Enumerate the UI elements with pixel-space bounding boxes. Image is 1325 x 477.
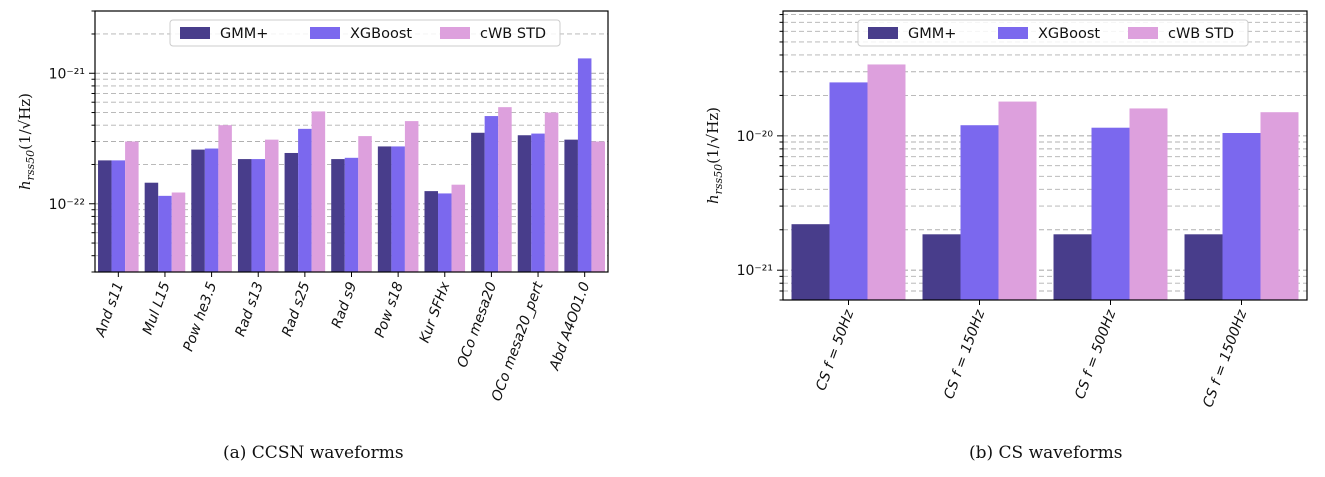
bar-xgboost-0	[111, 160, 126, 272]
bar-xgboost-10	[577, 58, 592, 272]
x-tick-label: Pow he3.5	[180, 280, 220, 354]
bar-gmm--4	[284, 152, 299, 272]
x-tick-label: And s11	[92, 280, 127, 340]
figure-caption: (b) CS waveforms	[969, 443, 1122, 463]
bar-cwb-std-3	[1260, 112, 1299, 300]
bar-xgboost-9	[531, 133, 545, 272]
legend-swatch	[998, 27, 1028, 39]
bar-gmm--3	[237, 159, 252, 272]
legend-label: XGBoost	[1038, 26, 1100, 42]
bar-xgboost-4	[298, 128, 312, 272]
bar-cwb-std-2	[218, 125, 232, 272]
figure-caption: (a) CCSN waveforms	[223, 443, 404, 463]
legend: GMM+ XGBoost cWB STD	[857, 19, 1249, 47]
x-tick-label: Rad s9	[329, 280, 360, 331]
y-axis-label: hrss50(1/√Hz)	[704, 107, 725, 204]
x-tick-label: CS f = 50Hz	[813, 307, 857, 393]
bar-gmm--10	[564, 139, 578, 272]
x-tick-label: Rad s25	[279, 280, 313, 339]
bar-cwb-std-9	[544, 112, 559, 272]
y-tick-label: 10⁻²¹	[737, 263, 773, 279]
bar-gmm--9	[517, 135, 532, 272]
bar-xgboost-1	[158, 195, 172, 272]
y-axis-label: hrss50(1/√Hz)	[16, 93, 37, 190]
bar-xgboost-8	[484, 116, 499, 273]
legend-swatch	[310, 27, 340, 39]
bar-cwb-std-4	[311, 111, 326, 272]
bar-gmm--0	[98, 160, 112, 272]
legend-swatch	[180, 27, 210, 39]
x-tick-label: Kur SFHx	[417, 279, 454, 345]
x-tick-label: Pow s18	[372, 280, 407, 340]
bar-cwb-std-10	[591, 141, 605, 272]
bar-gmm--8	[471, 132, 485, 272]
bar-gmm--2	[1053, 234, 1092, 300]
x-tick-label: CS f = 500Hz	[1072, 307, 1119, 401]
legend-box	[857, 19, 1249, 47]
bar-xgboost-5	[344, 157, 359, 272]
y-tick-label: 10⁻²⁰	[737, 129, 774, 145]
legend-label: XGBoost	[350, 26, 412, 42]
x-tick-label: OCo mesa20	[454, 280, 500, 370]
legend-label: cWB STD	[1168, 26, 1234, 42]
bar-gmm--6	[377, 146, 392, 272]
bar-gmm--1	[922, 234, 961, 300]
x-tick-label: OCo mesa20_pert	[489, 279, 547, 403]
y-tick-label: 10⁻²¹	[49, 66, 85, 82]
chart-panel-1: 10⁻²¹ 10⁻²⁰ CS f = 50Hz CS f = 150Hz CS f = …	[704, 10, 1308, 463]
x-tick-label: CS f = 150Hz	[941, 307, 988, 401]
bar-cwb-std-0	[125, 141, 139, 272]
legend-box	[169, 19, 561, 47]
bar-xgboost-1	[960, 125, 999, 300]
legend-label: cWB STD	[480, 26, 546, 42]
x-tick-label: Mul L15	[140, 280, 174, 337]
legend-label: GMM+	[908, 26, 956, 42]
bar-xgboost-7	[438, 193, 452, 272]
bar-xgboost-6	[391, 146, 405, 272]
bar-xgboost-2	[204, 148, 219, 272]
legend-swatch	[1128, 27, 1158, 39]
legend-swatch	[868, 27, 898, 39]
y-tick-label: 10⁻²²	[49, 197, 85, 213]
x-tick-label: Abd A4O01.0	[546, 280, 593, 373]
bar-gmm--7	[424, 191, 439, 272]
bar-cwb-std-1	[998, 101, 1037, 300]
bar-xgboost-3	[1222, 133, 1261, 300]
legend: GMM+ XGBoost cWB STD	[169, 19, 561, 47]
bar-cwb-std-2	[1129, 108, 1168, 300]
bar-xgboost-3	[251, 159, 265, 272]
bar-cwb-std-0	[867, 64, 906, 301]
legend-label: GMM+	[220, 26, 268, 42]
x-tick-label: Rad s13	[233, 280, 267, 339]
legend-swatch	[440, 27, 470, 39]
bar-cwb-std-3	[264, 139, 279, 272]
plot-frame	[782, 10, 1308, 301]
bar-cwb-std-1	[171, 192, 186, 272]
bar-cwb-std-7	[451, 184, 466, 272]
bar-xgboost-0	[829, 82, 868, 300]
bar-xgboost-2	[1091, 127, 1130, 301]
bar-cwb-std-6	[404, 121, 419, 273]
x-tick-label: CS f = 1500Hz	[1200, 307, 1250, 409]
chart-panel-0: 10⁻²² 10⁻²¹ And s11 Mul L15 Pow he3.5 Rad s13…	[16, 10, 609, 463]
bar-gmm--0	[791, 224, 830, 300]
bar-gmm--5	[331, 159, 345, 272]
bar-gmm--2	[191, 149, 205, 272]
bar-gmm--3	[1184, 234, 1223, 300]
bar-cwb-std-8	[498, 107, 512, 272]
bar-cwb-std-5	[358, 136, 372, 272]
bar-gmm--1	[144, 182, 159, 272]
